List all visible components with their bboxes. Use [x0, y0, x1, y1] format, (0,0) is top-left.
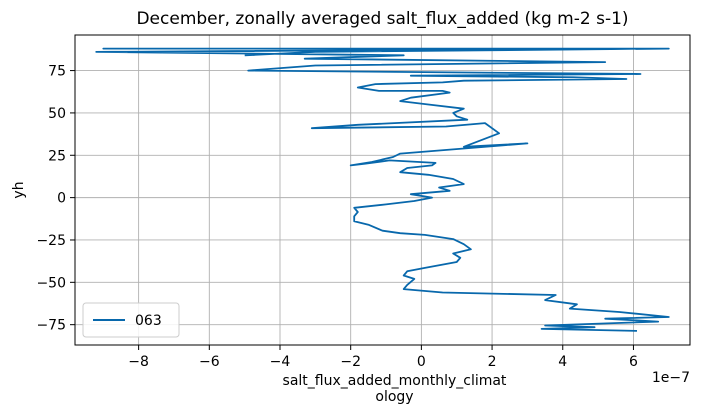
y-tick-label: 50	[48, 106, 66, 122]
series-line-063	[95, 47, 670, 332]
x-tick-label: −2	[340, 354, 361, 370]
y-tick-label: −25	[36, 233, 66, 249]
legend-label: 063	[135, 313, 162, 329]
series-layer	[95, 47, 670, 332]
y-tick-label: 0	[57, 191, 66, 207]
y-tick-label: 75	[48, 64, 66, 80]
legend-box	[82, 302, 180, 338]
x-axis-title-line: salt_flux_added_monthly_climat	[283, 373, 507, 389]
y-tick-label: 25	[48, 148, 66, 164]
x-tick-label: 0	[417, 354, 426, 370]
chart-title: December, zonally averaged salt_flux_add…	[136, 9, 628, 29]
legend: 063	[82, 302, 180, 338]
y-tick-label: −50	[36, 275, 66, 291]
x-tick-label: 4	[558, 354, 567, 370]
y-axis-title: yh	[11, 181, 27, 198]
x-axis-title: salt_flux_added_monthly_climat ology	[283, 373, 507, 405]
x-tick-label: −8	[128, 354, 149, 370]
x-axis-title-line: ology	[375, 389, 413, 405]
grid	[75, 35, 690, 345]
x-tick-label: −4	[270, 354, 291, 370]
plot-frame	[74, 34, 691, 346]
tick-layer: −8 −6 −4 −2 0 2 4 6 −75 −50 −25 0 25 50 75	[36, 64, 638, 370]
x-tick-label: 6	[629, 354, 638, 370]
x-offset-label: 1e−7	[652, 370, 690, 386]
x-tick-label: −6	[199, 354, 220, 370]
x-tick-label: 2	[488, 354, 497, 370]
y-tick-label: −75	[36, 318, 66, 334]
